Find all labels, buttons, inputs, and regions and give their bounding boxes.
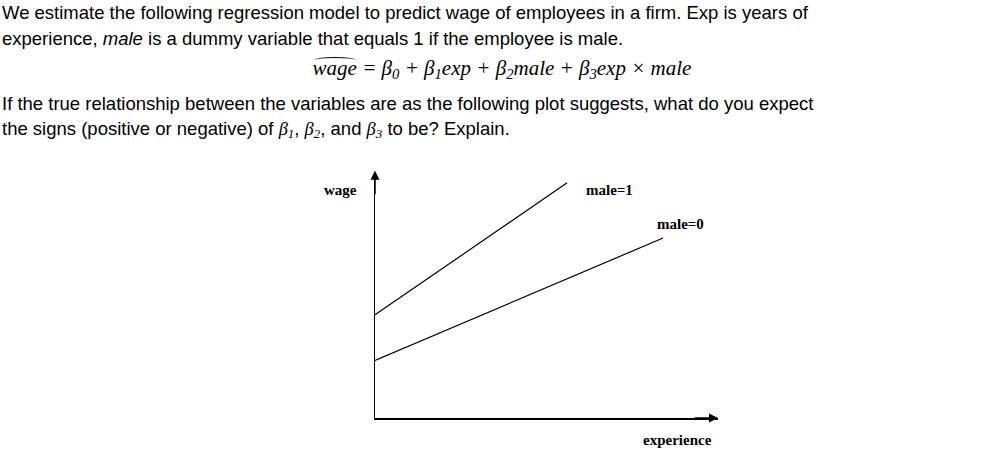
html-text:If the true relationship betwe: If the true relationship between the var…: [2, 93, 814, 114]
html-text:experience, male is a dummy va: experience, male is a dummy variable tha…: [2, 28, 624, 49]
svg-text:experience: experience: [643, 432, 712, 448]
html-text:We estimate the following regr: We estimate the following regression mod…: [2, 2, 808, 23]
html-text:the signs (positive or negativ: the signs (positive or negative) of β1, …: [2, 118, 510, 142]
html-text:wage = β0+ β1exp + β2male + β3: wage = β0+ β1exp + β2male + β3exp × male: [312, 56, 692, 82]
svg-text:wage: wage: [324, 182, 357, 198]
svg-text:male=1: male=1: [586, 182, 633, 198]
svg-text:male=0: male=0: [657, 216, 704, 232]
